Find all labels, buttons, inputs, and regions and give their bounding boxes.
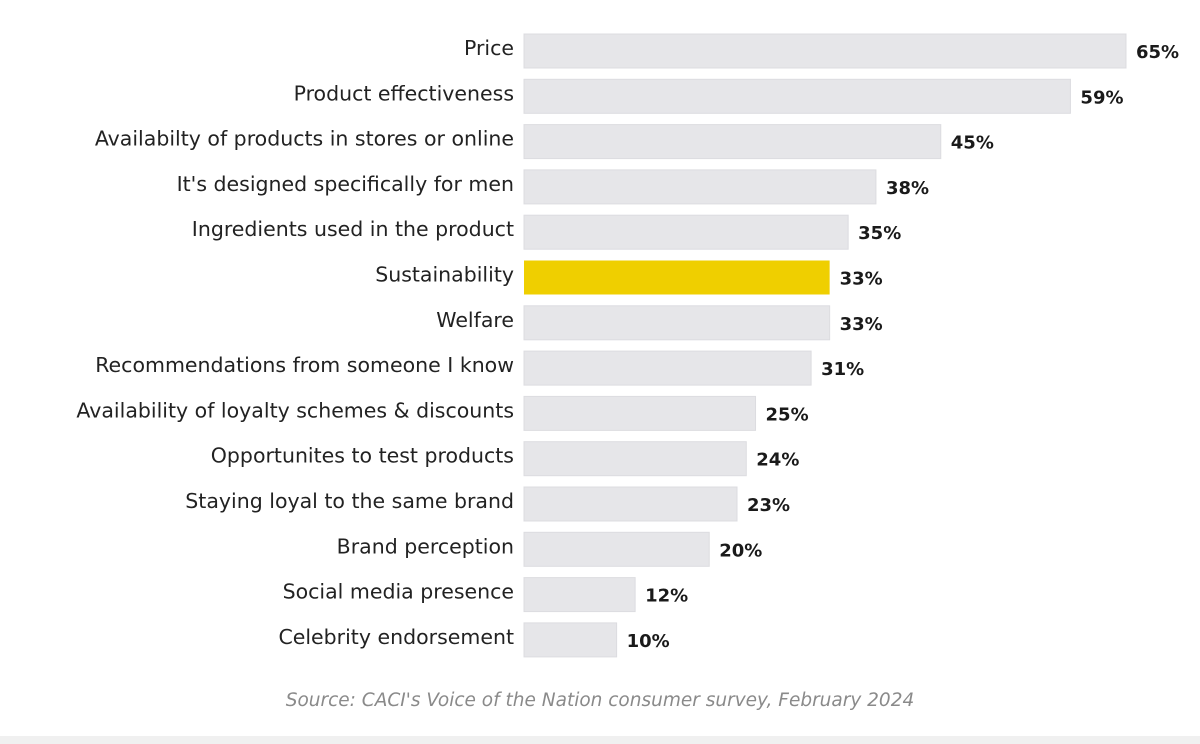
bar-chart: Price Product effectiveness Availabilty of… [76,33,1179,658]
value-label: 24% [756,450,799,471]
category-label: Ingredients used in the product [192,217,514,241]
value-label: 38% [886,178,929,199]
bar [523,169,877,205]
value-label: 10% [627,631,670,652]
bar-highlighted [524,260,830,295]
value-label: 12% [645,586,688,607]
bar [523,622,618,658]
category-label: Opportunites to test products [211,444,514,468]
bar [523,350,812,386]
value-label: 35% [858,223,901,244]
bar [523,531,710,567]
category-label: Product effectiveness [294,81,514,105]
value-label: 59% [1080,87,1123,108]
value-label: 33% [840,314,883,335]
category-label: Welfare [436,308,514,332]
category-label: Sustainability [375,263,514,287]
value-label: 25% [766,404,809,425]
bars-group [523,33,1127,658]
category-label: Availabilty of products in stores or onl… [95,127,514,151]
bottom-band [0,736,1200,744]
bar [523,214,849,250]
value-label: 31% [821,359,864,380]
source-note: Source: CACI's Voice of the Nation consu… [285,690,915,711]
bar [523,577,636,613]
category-labels-group: Price Product effectiveness Availabilty of… [76,36,514,649]
category-label: Brand perception [337,534,514,558]
value-labels-group: 65% 59% 45% 38% 35% 33% 33% 31% 25% 24% 23% 20% 12% 1… [627,42,1179,652]
value-label: 33% [840,269,883,290]
bar [523,486,738,522]
category-label: Price [464,36,514,60]
bar [523,395,757,431]
category-label: It's designed specifically for men [177,172,514,196]
category-label: Celebrity endorsement [278,625,514,649]
category-label: Social media presence [283,580,514,604]
category-label: Staying loyal to the same brand [185,489,514,513]
value-label: 45% [951,133,994,154]
bar [523,124,942,160]
bar [523,441,747,477]
bar [523,78,1071,114]
category-label: Availability of loyalty schemes & discou… [76,398,514,422]
bar [523,305,831,341]
value-label: 65% [1136,42,1179,63]
value-label: 23% [747,495,790,516]
value-label: 20% [719,540,762,561]
bar [523,33,1127,69]
category-label: Recommendations from someone I know [95,353,514,377]
